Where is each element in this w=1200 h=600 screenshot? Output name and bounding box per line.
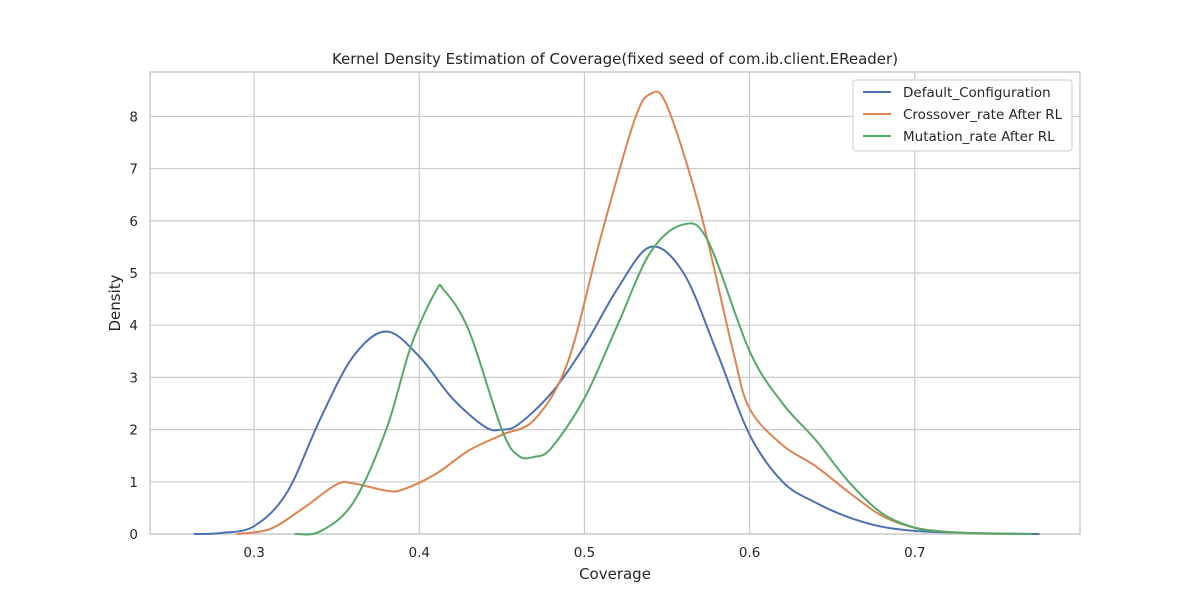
series-line-crossover-rate-after-rl <box>236 90 1015 535</box>
legend: Default_Configuration Crossover_rate Afte… <box>852 79 1073 152</box>
legend-box <box>852 79 1073 152</box>
series-group <box>193 90 1040 536</box>
y-tick-label: 2 <box>129 423 138 439</box>
y-tick-label: 3 <box>129 370 138 386</box>
series-line-default-configuration <box>193 245 1040 535</box>
chart-title: Kernel Density Estimation of Coverage(fi… <box>332 50 898 68</box>
series-line-mutation-rate-after-rl <box>294 222 1032 536</box>
y-tick-label: 4 <box>129 318 138 334</box>
legend-label: Mutation_rate After RL <box>903 129 1055 145</box>
y-tick-label: 6 <box>129 214 138 230</box>
legend-label: Crossover_rate After RL <box>903 107 1063 123</box>
x-tick-label: 0.4 <box>409 545 430 561</box>
y-tick-labels: 0 1 2 3 4 5 6 7 8 <box>129 109 138 543</box>
y-axis-label: Density <box>106 274 124 331</box>
y-tick-label: 8 <box>129 109 138 125</box>
x-tick-label: 0.6 <box>739 545 760 561</box>
y-tick-label: 0 <box>129 527 138 543</box>
y-tick-label: 5 <box>129 266 138 282</box>
plot-frame <box>149 71 1081 535</box>
x-tick-label: 0.3 <box>243 545 264 561</box>
x-tick-labels: 0.3 0.4 0.5 0.6 0.7 <box>243 545 925 561</box>
grid <box>150 72 1080 535</box>
y-tick-label: 1 <box>129 475 138 491</box>
x-axis-label: Coverage <box>579 565 651 583</box>
legend-label: Default_Configuration <box>903 85 1051 101</box>
x-tick-label: 0.5 <box>574 545 595 561</box>
x-tick-label: 0.7 <box>904 545 925 561</box>
y-tick-label: 7 <box>129 162 138 178</box>
